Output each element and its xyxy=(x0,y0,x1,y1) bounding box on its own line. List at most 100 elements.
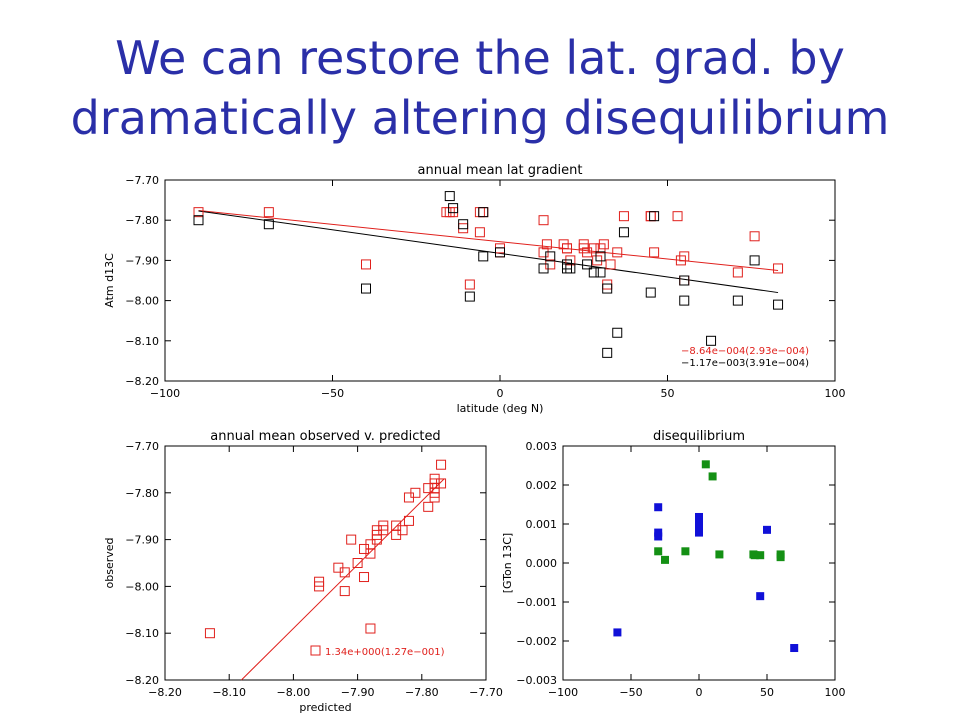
data-point xyxy=(732,267,743,278)
data-point xyxy=(193,207,204,218)
data-point xyxy=(436,459,447,470)
data-point xyxy=(474,227,485,238)
y-tick-label: −7.80 xyxy=(125,214,159,227)
data-point xyxy=(695,512,703,521)
data-point xyxy=(773,263,784,274)
legend-label: 1.34e+000(1.27e−001) xyxy=(325,647,445,658)
chart-title: annual mean observed v. predicted xyxy=(210,429,440,444)
data-point xyxy=(263,207,274,218)
plot-frame xyxy=(164,445,487,681)
legend-marker xyxy=(310,645,321,656)
data-point xyxy=(661,555,669,564)
data-point xyxy=(645,211,656,222)
data-point xyxy=(612,247,623,258)
slide-title-line-2: dramatically altering disequilibrium xyxy=(70,91,890,145)
data-point xyxy=(598,239,609,250)
y-tick-label: −7.70 xyxy=(125,440,159,453)
x-tick-label: −7.70 xyxy=(469,686,503,699)
data-point xyxy=(565,263,576,274)
y-tick-label: −8.00 xyxy=(125,295,159,308)
x-tick-label: −50 xyxy=(321,387,344,400)
data-point xyxy=(352,558,363,568)
data-point xyxy=(562,243,572,254)
regression-annotation: −1.17e−003(3.91e−004) xyxy=(681,358,809,369)
y-axis-label: observed xyxy=(103,538,116,589)
data-point xyxy=(645,287,656,298)
data-point xyxy=(756,551,765,560)
chart-title: annual mean lat gradient xyxy=(418,163,583,178)
data-point xyxy=(538,215,549,226)
data-point xyxy=(545,251,556,262)
x-tick-label: 0 xyxy=(497,387,504,400)
slide-title-line-1: We can restore the lat. grad. by xyxy=(115,31,845,85)
x-tick-label: −100 xyxy=(548,686,578,699)
data-point xyxy=(541,239,552,250)
y-tick-label: −8.20 xyxy=(125,674,159,687)
y-tick-label: 0.000 xyxy=(526,557,558,570)
data-point xyxy=(429,492,440,503)
data-point xyxy=(595,251,606,262)
data-point xyxy=(654,503,663,512)
data-point xyxy=(378,520,389,531)
x-tick-label: −8.00 xyxy=(277,686,311,699)
data-point xyxy=(464,279,475,290)
data-point xyxy=(474,207,485,218)
data-point xyxy=(749,255,760,266)
y-tick-label: −0.002 xyxy=(516,635,557,648)
data-point xyxy=(314,581,325,592)
x-tick-label: −8.20 xyxy=(148,686,182,699)
data-point xyxy=(618,211,629,222)
data-point xyxy=(776,553,785,562)
data-point xyxy=(448,203,459,214)
data-point xyxy=(732,295,743,306)
data-point xyxy=(715,550,724,559)
data-point xyxy=(263,219,274,230)
data-point xyxy=(649,247,660,258)
data-point xyxy=(654,547,663,556)
observed-vs-predicted-chart: annual mean observed v. predicted−8.20 −8… xyxy=(103,429,503,714)
y-tick-label: −0.001 xyxy=(516,596,557,609)
y-tick-label: −0.003 xyxy=(516,674,557,687)
data-point xyxy=(602,347,613,358)
data-point xyxy=(654,532,663,541)
data-point xyxy=(763,525,771,534)
data-point xyxy=(495,247,505,258)
y-axis-label: Atm d13C xyxy=(103,253,116,308)
data-point xyxy=(602,283,613,294)
data-point xyxy=(444,191,455,202)
data-point xyxy=(588,267,599,278)
chart-title: disequilibrium xyxy=(653,429,745,444)
y-tick-label: 0.002 xyxy=(526,479,558,492)
y-tick-label: −8.00 xyxy=(125,580,159,593)
data-point xyxy=(403,515,414,526)
data-point xyxy=(588,243,599,254)
y-tick-label: 0.001 xyxy=(526,518,558,531)
data-point xyxy=(346,534,357,545)
fit-line xyxy=(198,210,779,271)
data-point xyxy=(365,548,376,559)
y-tick-label: 0.003 xyxy=(526,440,558,453)
data-point xyxy=(464,291,475,302)
data-point xyxy=(193,215,204,226)
data-point xyxy=(701,460,710,469)
data-point xyxy=(605,259,616,270)
data-point xyxy=(361,283,371,294)
data-point xyxy=(397,525,408,536)
y-tick-label: −7.90 xyxy=(125,534,159,547)
y-tick-label: −8.20 xyxy=(125,375,159,388)
data-point xyxy=(478,251,489,262)
x-tick-label: 50 xyxy=(760,686,774,699)
x-tick-label: 0 xyxy=(696,686,703,699)
data-point xyxy=(423,501,434,512)
x-axis-label: predicted xyxy=(299,701,351,714)
data-point xyxy=(790,644,799,653)
y-axis-label: [GTon 13C] xyxy=(501,533,514,593)
data-point xyxy=(359,572,370,583)
data-point xyxy=(750,551,759,560)
x-tick-label: −7.80 xyxy=(405,686,439,699)
y-tick-label: −8.10 xyxy=(125,627,159,640)
data-point xyxy=(681,547,690,556)
data-point xyxy=(538,263,549,274)
data-point xyxy=(708,472,717,481)
